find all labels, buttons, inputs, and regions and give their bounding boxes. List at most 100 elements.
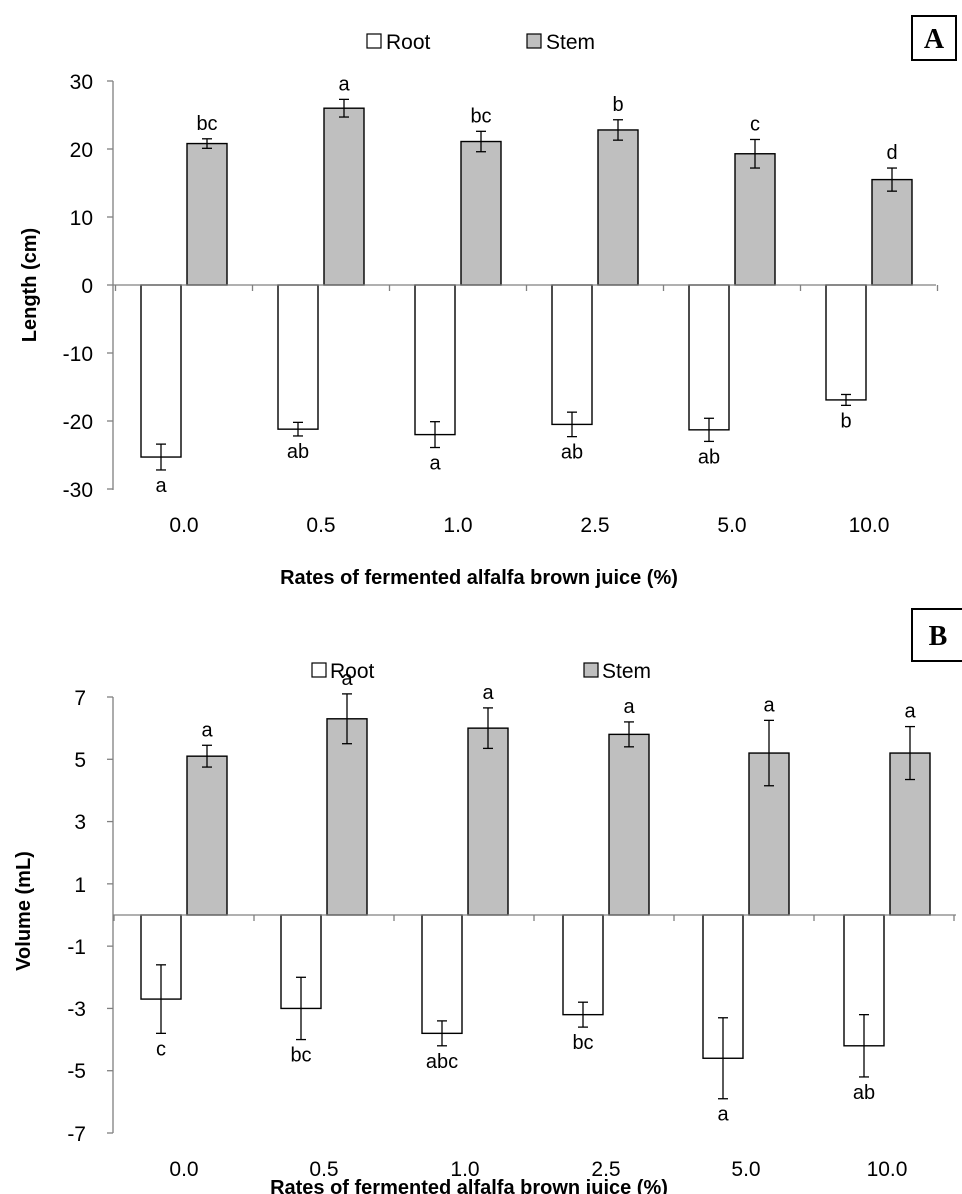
x-tick-label: 2.5 (591, 1158, 620, 1181)
error-bar (859, 1014, 869, 1078)
y-axis-title: Length (cm) (19, 228, 41, 342)
panel-b-label: B (929, 621, 948, 652)
significance-label: a (623, 696, 635, 718)
significance-label: a (482, 682, 494, 704)
significance-label: d (886, 142, 897, 164)
significance-label: a (201, 719, 213, 741)
x-axis (113, 914, 956, 921)
y-axis (107, 80, 114, 490)
bar-stem (608, 733, 650, 916)
y-tick-labels: 7 5 3 1 -1 -3 -5 -7 (67, 687, 86, 1146)
significance-label: bc (290, 1045, 311, 1067)
significance-label: c (156, 1038, 166, 1060)
significance-label: c (750, 113, 760, 135)
y-tick-label: 1 (74, 874, 86, 897)
y-tick-labels: 30 20 10 0 -10 -20 -30 (63, 71, 93, 502)
significance-label: a (717, 1104, 729, 1126)
bar-stem (460, 140, 502, 286)
bar-root (688, 284, 730, 431)
x-axis-title: Rates of fermented alfalfa brown juice (… (280, 567, 678, 589)
y-tick-label: -3 (67, 998, 86, 1021)
panel-a-length-chart: A Root Stem 30 20 10 0 -10 -20 -30 abcab… (19, 15, 957, 589)
error-bar (437, 1020, 447, 1047)
error-bar (841, 393, 851, 407)
x-axis-title: Rates of fermented alfalfa brown juice (… (270, 1177, 668, 1194)
bar-root (277, 284, 319, 430)
error-bar (764, 719, 774, 787)
error-bar (296, 976, 306, 1041)
legend-stem-label: Stem (602, 660, 651, 683)
y-tick-label: -30 (63, 479, 93, 502)
panel-b-volume-chart: B Root Stem 7 5 3 1 -1 -3 -5 -7 c a bc a a bc… (13, 608, 962, 1194)
significance-label: a (155, 475, 167, 497)
significance-label: bc (196, 113, 217, 135)
y-tick-label: 10 (70, 207, 93, 230)
y-tick-label: -20 (63, 411, 93, 434)
significance-label: bc (572, 1032, 593, 1054)
error-bar (613, 119, 623, 141)
y-tick-label: 3 (74, 811, 86, 834)
bar-stem (871, 178, 913, 286)
y-tick-label: 20 (70, 139, 93, 162)
significance-label: a (341, 668, 353, 690)
legend-stem-swatch (526, 33, 542, 49)
significance-label: b (612, 94, 623, 116)
significance-label: a (338, 73, 350, 95)
y-axis-title: Volume (mL) (13, 851, 35, 971)
x-tick-label: 0.0 (169, 514, 198, 537)
x-tick-label: 2.5 (580, 514, 609, 537)
error-bar (342, 693, 352, 745)
y-tick-label: -1 (67, 936, 86, 959)
error-bar (718, 1017, 728, 1100)
bar-root (825, 284, 867, 401)
error-bar (476, 130, 486, 153)
significance-label: a (904, 701, 916, 723)
error-bar (430, 421, 440, 449)
error-bar (905, 725, 915, 781)
y-tick-label: -7 (67, 1123, 86, 1146)
legend-root-label: Root (330, 660, 375, 683)
bar-root (421, 914, 463, 1035)
bar-stem (186, 142, 228, 286)
bar-stem (323, 107, 365, 286)
bar-stem (734, 153, 776, 286)
x-tick-label: 0.0 (169, 1158, 198, 1181)
y-tick-label: 30 (70, 71, 93, 94)
y-axis (107, 696, 114, 1134)
error-bar (339, 98, 349, 118)
panel-a-label: A (924, 24, 945, 55)
x-tick-labels: 0.0 0.5 1.0 2.5 5.0 10.0 (169, 514, 889, 537)
bar-root (562, 914, 604, 1016)
error-bar (750, 138, 760, 169)
error-bar (483, 707, 493, 750)
significance-label: bc (470, 105, 491, 127)
significance-label: ab (853, 1082, 875, 1104)
error-bar (887, 167, 897, 192)
y-tick-label: -10 (63, 343, 93, 366)
significance-label: ab (698, 446, 720, 468)
error-bar (156, 964, 166, 1034)
x-axis (113, 284, 939, 291)
significance-label: b (840, 410, 851, 432)
bar-stem (467, 727, 509, 916)
bar-root (140, 284, 182, 458)
error-bar (293, 421, 303, 437)
x-tick-label: 5.0 (717, 514, 746, 537)
error-bar (202, 744, 212, 768)
y-tick-label: 7 (74, 687, 86, 710)
error-bar (624, 721, 634, 748)
legend-stem-label: Stem (546, 31, 595, 54)
x-tick-label: 5.0 (731, 1158, 760, 1181)
panel-a-label-box (911, 15, 957, 61)
significance-label: ab (287, 441, 309, 463)
x-tick-label: 0.5 (306, 514, 335, 537)
bar-stem (326, 718, 368, 916)
error-bar (704, 417, 714, 443)
legend-root-swatch (366, 33, 382, 49)
x-tick-label: 10.0 (867, 1158, 908, 1181)
legend-root-swatch (311, 662, 327, 678)
error-bar (202, 138, 212, 149)
